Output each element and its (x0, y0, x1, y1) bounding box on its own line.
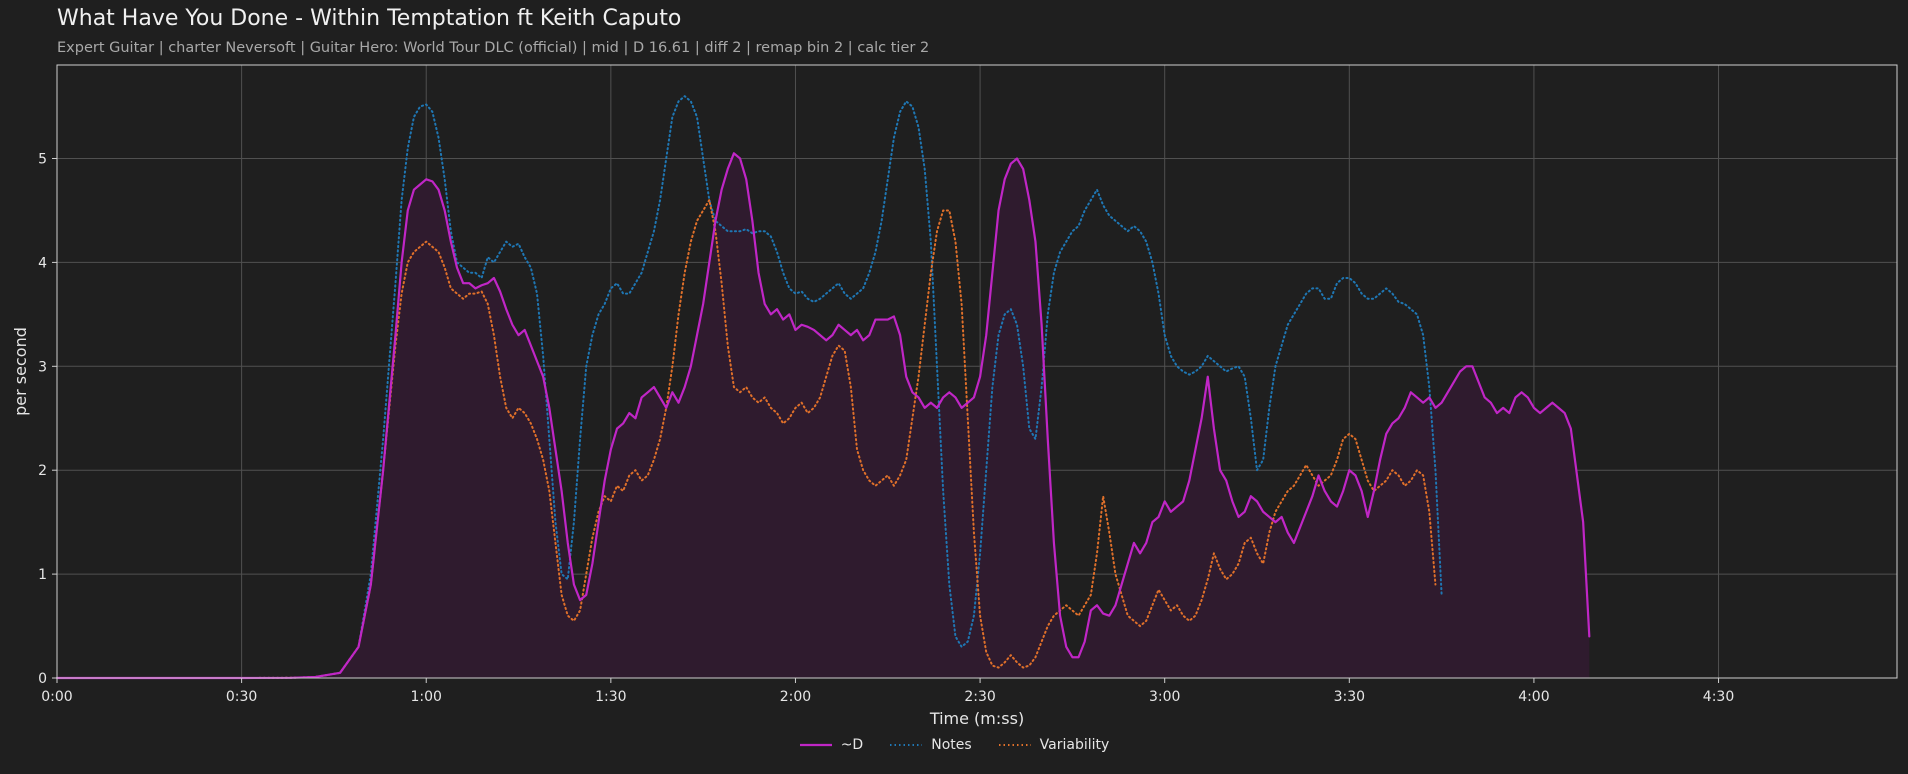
y-axis-label: per second (11, 327, 30, 416)
line-chart: 0:00 0:30 1:00 1:30 2:00 2:30 3:00 3:30 4:00 4:30… (11, 64, 1898, 728)
x-axis-ticks: 0:00 0:30 1:00 1:30 2:00 2:30 3:00 3:30 4:00 4:30 (41, 678, 1734, 705)
chart-legend: ~D Notes Variability (0, 737, 1908, 753)
x-tick-label: 3:30 (1334, 689, 1365, 705)
y-tick-label: 5 (38, 152, 47, 168)
y-tick-label: 0 (38, 671, 47, 687)
series-line-variability (56, 199, 1437, 679)
legend-swatch-d (799, 743, 832, 747)
series-line-d (55, 152, 1591, 680)
y-tick-label: 3 (38, 359, 47, 375)
x-tick-label: 0:30 (226, 689, 257, 705)
legend-label-notes: Notes (931, 737, 972, 753)
x-tick-label: 3:00 (1149, 689, 1180, 705)
y-tick-label: 4 (38, 255, 47, 271)
series-lines (55, 95, 1591, 680)
x-tick-label: 4:00 (1518, 689, 1549, 705)
legend-item-variability: Variability (998, 737, 1110, 753)
series-line-notes (56, 95, 1443, 679)
x-axis-label: Time (m:ss) (929, 709, 1024, 728)
chart-title: What Have You Done - Within Temptation f… (57, 6, 682, 31)
legend-label-d: ~D (840, 737, 864, 753)
chart-subtitle: Expert Guitar | charter Neversoft | Guit… (57, 40, 930, 56)
x-tick-label: 2:00 (780, 689, 811, 705)
x-tick-label: 1:00 (411, 689, 442, 705)
legend-swatch-notes (890, 744, 923, 746)
area-fills (57, 153, 1590, 679)
d-area-fill (57, 153, 1590, 679)
y-tick-label: 2 (38, 463, 47, 479)
legend-label-variability: Variability (1039, 737, 1110, 753)
legend-swatch-variability (998, 744, 1031, 746)
y-axis-ticks: 0 1 2 3 4 5 (38, 152, 57, 687)
legend-item-notes: Notes (889, 737, 972, 753)
x-tick-label: 1:30 (595, 689, 626, 705)
y-tick-label: 1 (38, 567, 47, 583)
x-tick-label: 2:30 (964, 689, 995, 705)
legend-item-d: ~D (799, 737, 864, 753)
x-tick-label: 0:00 (41, 689, 72, 705)
x-tick-label: 4:30 (1703, 689, 1734, 705)
plot-frame (56, 64, 1898, 679)
